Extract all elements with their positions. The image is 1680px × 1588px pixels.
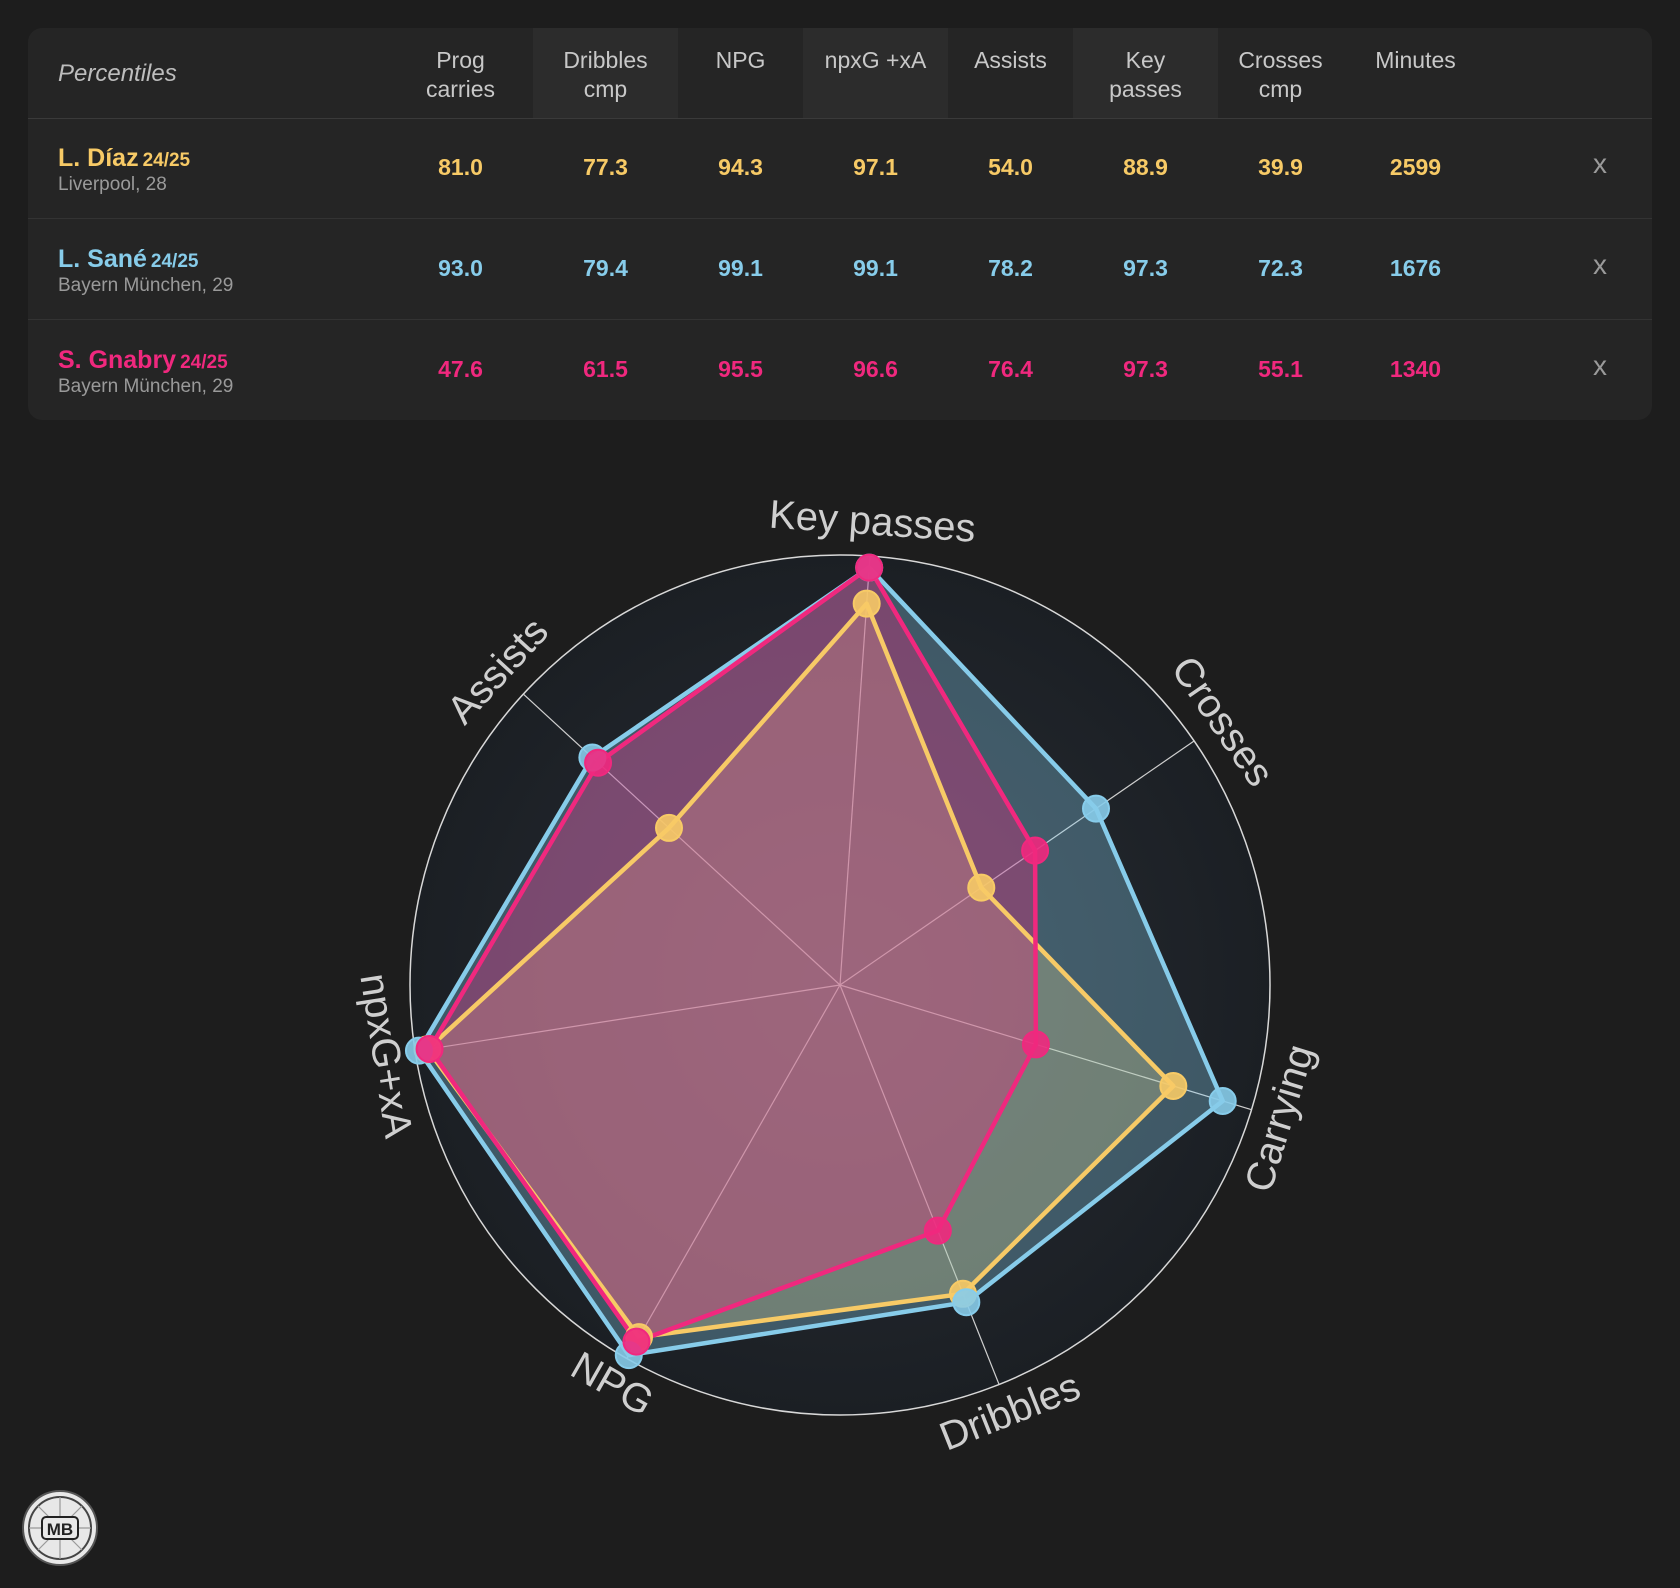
stat-cell: 79.4 [583, 255, 628, 281]
radar-spoke [415, 984, 841, 1052]
stat-cell: 2599 [1389, 154, 1442, 180]
player-name: L. Sané 24/25 [58, 245, 199, 273]
radar-spoke [839, 556, 871, 986]
radar-spoke [626, 984, 841, 1359]
stat-cell: 39.9 [1258, 154, 1303, 180]
series-point[interactable] [1159, 1072, 1188, 1101]
stat-cell: 99.1 [853, 255, 898, 281]
mb-logo: MB [20, 1488, 100, 1568]
player-name: L. Díaz 24/25 [58, 144, 191, 172]
series-line [425, 601, 1176, 1340]
series-area [418, 567, 1223, 1356]
radar-chart-container: Key passes Crosses Carrying Dribbles NPG npxG… [0, 470, 1680, 1480]
radar-spoke [839, 740, 1195, 986]
series-point[interactable] [1021, 1030, 1050, 1059]
stat-cell: 1676 [1389, 255, 1442, 281]
series-point[interactable] [952, 1288, 981, 1317]
series-point[interactable] [622, 1327, 651, 1356]
series-area [427, 603, 1174, 1338]
radar-spoke [839, 984, 1000, 1385]
stat-cell: 88.9 [1123, 154, 1168, 180]
series-point[interactable] [1208, 1086, 1237, 1115]
column-header[interactable]: Assists [974, 47, 1047, 73]
column-header[interactable]: NPG [715, 47, 766, 73]
series-point[interactable] [967, 873, 996, 902]
player-name: S. Gnabry 24/25 [58, 346, 228, 374]
stat-cell: 81.0 [438, 154, 483, 180]
stat-cell: 55.1 [1258, 356, 1303, 382]
stat-cell: 94.3 [718, 154, 763, 180]
radar-chart: Key passesCrossesCarryingDribblesNPGnpxG… [351, 493, 1322, 1460]
series-point[interactable] [584, 748, 613, 777]
table-header: Percentiles Prog carries Dribbles cmp NP… [28, 28, 1652, 119]
series-point[interactable] [415, 1034, 444, 1063]
series-line [427, 565, 1039, 1344]
stat-cell: 61.5 [583, 356, 628, 382]
stat-cell: 99.1 [718, 255, 763, 281]
player-row-diaz: L. Díaz 24/25 Liverpool, 28 81.0 77.3 94.… [28, 118, 1652, 219]
stat-cell: 78.2 [988, 255, 1033, 281]
player-club-age: Bayern München, 29 [58, 275, 234, 296]
player-club-age: Bayern München, 29 [58, 376, 234, 397]
series-point[interactable] [923, 1216, 952, 1245]
stat-cell: 97.3 [1123, 255, 1168, 281]
remove-player-button[interactable]: x [1593, 249, 1607, 280]
column-header[interactable]: npxG +xA [824, 47, 927, 73]
percentiles-table: Percentiles Prog carries Dribbles cmp NP… [28, 28, 1652, 420]
radar-spoke [522, 693, 841, 986]
series-point[interactable] [852, 589, 881, 618]
stat-cell: 47.6 [438, 356, 483, 382]
column-header[interactable]: Dribbles cmp [563, 47, 648, 102]
stat-cell: 1340 [1389, 356, 1442, 382]
logo-text: MB [47, 1520, 73, 1539]
stat-cell: 72.3 [1258, 255, 1303, 281]
stat-cell: 96.6 [853, 356, 898, 382]
percentiles-label: Percentiles [58, 60, 177, 87]
series-point[interactable] [855, 553, 884, 582]
column-header[interactable]: Minutes [1375, 47, 1456, 73]
series-point[interactable] [654, 813, 683, 842]
stat-cell: 77.3 [583, 154, 628, 180]
remove-player-button[interactable]: x [1593, 350, 1607, 381]
player-club-age: Liverpool, 28 [58, 174, 167, 195]
stat-cell: 76.4 [988, 356, 1033, 382]
player-row-gnabry: S. Gnabry 24/25 Bayern München, 29 47.6 6… [28, 320, 1652, 420]
series-point[interactable] [1021, 836, 1050, 865]
series-line [416, 565, 1225, 1358]
column-shade [803, 28, 948, 118]
stat-cell: 93.0 [438, 255, 483, 281]
column-shade [1073, 28, 1218, 118]
series-point[interactable] [1081, 794, 1110, 823]
player-row-sane: L. Sané 24/25 Bayern München, 29 93.0 79.… [28, 219, 1652, 320]
column-header[interactable]: Crosses cmp [1238, 47, 1323, 102]
remove-player-button[interactable]: x [1593, 148, 1607, 179]
stat-cell: 97.3 [1123, 356, 1168, 382]
column-header[interactable]: Key passes [1109, 47, 1182, 102]
stat-cell: 54.0 [988, 154, 1033, 180]
stat-cell: 97.1 [853, 154, 898, 180]
series-area [429, 567, 1036, 1342]
axis-label: Key passes [768, 493, 977, 551]
stat-cell: 95.5 [718, 356, 763, 382]
column-header[interactable]: Prog carries [425, 47, 495, 102]
column-shade [533, 28, 678, 118]
